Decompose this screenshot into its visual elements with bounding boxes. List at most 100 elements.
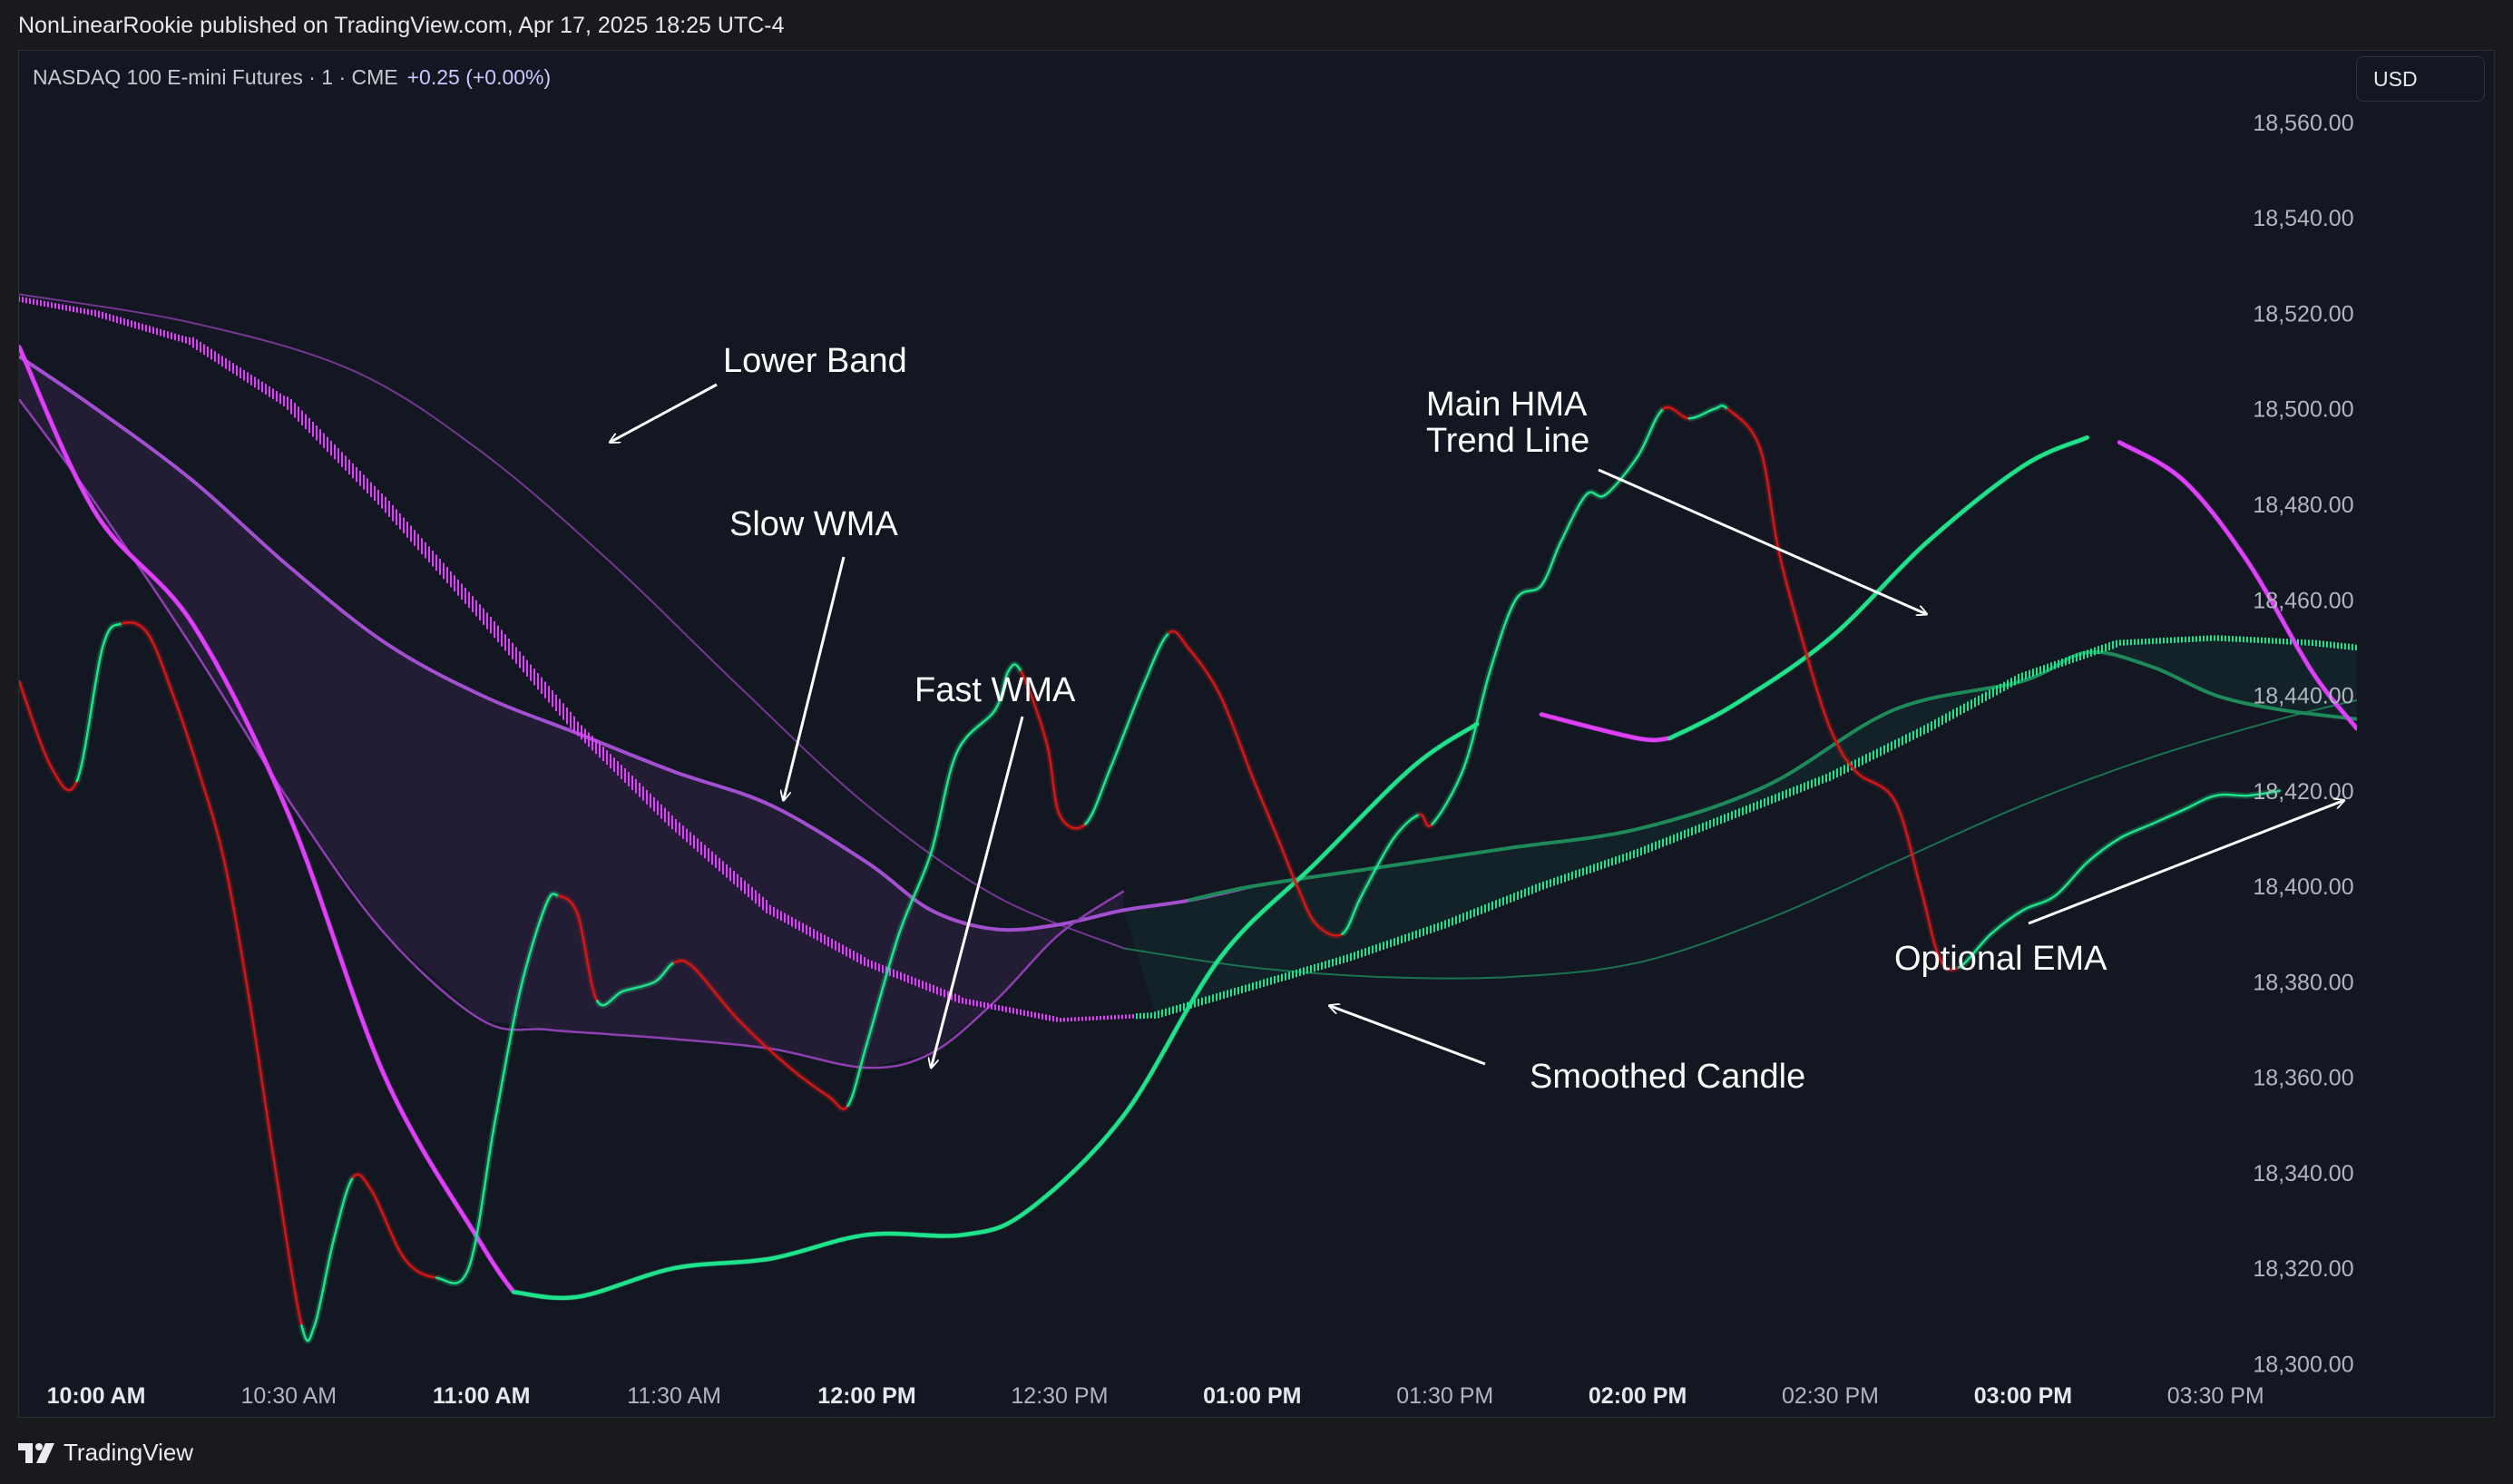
hma-trend-line: [511, 721, 1480, 1301]
price-axis-label: 18,400.00: [2253, 874, 2353, 900]
annotation-arrow: [2028, 800, 2344, 925]
publisher-text: NonLinearRookie published on TradingView…: [18, 13, 785, 38]
annotation-label: Fast WMA: [914, 671, 1076, 709]
price-axis-label: 18,440.00: [2253, 684, 2353, 709]
price-ema-segment: [1540, 541, 1562, 587]
time-axis[interactable]: 10:00 AM 10:30 AM 11:00 AM 11:30 AM 12:00 PM…: [47, 1383, 2264, 1409]
price-ema-segment: [1007, 663, 1022, 673]
price-ema-segment: [1938, 956, 1961, 971]
price-ema-segment: [435, 1266, 470, 1284]
time-axis-label: 11:30 AM: [627, 1383, 721, 1409]
currency-button[interactable]: USD: [2356, 56, 2485, 102]
price-ema-segment: [2054, 861, 2088, 897]
annotation-line: Trend Line: [1426, 422, 1589, 460]
annotation-label: Optional EMA: [1894, 940, 2107, 978]
time-axis-label: 02:30 PM: [1782, 1383, 1879, 1409]
price-axis[interactable]: 18,560.00 18,540.00 18,520.00 18,500.00 18,4…: [2253, 111, 2353, 1378]
price-ema-segment: [197, 770, 226, 864]
price-ema-segment: [249, 1004, 278, 1175]
price-ema-segment: [1045, 741, 1061, 816]
price-ema-segment: [1058, 813, 1087, 830]
symbol-title[interactable]: NASDAQ 100 E-mini Futures · 1 · CME +0.25…: [33, 65, 551, 90]
price-ema-segment: [1829, 727, 1858, 773]
price-ema-segment: [1083, 766, 1112, 825]
price-ema-glow: [1725, 405, 1763, 449]
smoothed-candle-ribbon: [19, 296, 2357, 1022]
annotation-line: Slow WMA: [729, 505, 898, 543]
price-ema-segment: [1218, 694, 1254, 778]
hma-trend-line: [1539, 712, 1672, 743]
price-axis-label: 18,340.00: [2253, 1161, 2353, 1186]
time-axis-label: 12:00 PM: [817, 1383, 915, 1409]
price-ema-segment: [1585, 491, 1607, 498]
price-ema-segment: [332, 1176, 355, 1241]
price-ema-segment: [1919, 884, 1941, 960]
tradingview-logo[interactable]: TradingView: [18, 1436, 193, 1469]
price-ema-segment: [930, 751, 958, 854]
slow-wma-line-bull: [1188, 649, 2357, 903]
price-ema-segment: [223, 861, 252, 1007]
hma-trend-line: [19, 345, 516, 1294]
price-ema-segment: [1687, 407, 1716, 420]
time-axis-label: 11:00 AM: [433, 1383, 530, 1409]
trend-band-fill: [1123, 638, 2357, 1016]
time-axis-label: 10:00 AM: [47, 1383, 146, 1409]
price-ema-segment: [621, 981, 657, 993]
price-ema-segment: [1020, 669, 1048, 745]
price-ema-segment: [313, 1238, 336, 1327]
price-ema-segment: [1168, 630, 1189, 649]
price-ema-segment: [897, 851, 933, 935]
price-axis-label: 18,380.00: [2253, 970, 2353, 995]
fast-wma-line: [19, 398, 1125, 1069]
price-ema-segment: [2021, 894, 2057, 912]
price-ema-segment: [101, 622, 123, 649]
price-ema-segment: [1392, 813, 1421, 840]
price-ema-segment: [544, 893, 560, 907]
time-axis-label: 02:00 PM: [1589, 1383, 1687, 1409]
footer-bar: [0, 1418, 2513, 1484]
price-ema-segment: [1854, 770, 1896, 802]
price-ema-glow: [401, 1256, 437, 1282]
price-ema-segment: [788, 1066, 830, 1098]
price-ema-segment: [2086, 837, 2121, 864]
price-ema-segment: [557, 894, 580, 916]
price-ema-segment: [2150, 808, 2185, 825]
price-axis-label: 18,360.00: [2253, 1066, 2353, 1091]
price-ema-segment: [1488, 599, 1517, 673]
price-ema-segment: [2182, 794, 2217, 812]
wma-band-fill: [19, 356, 1124, 1069]
symbol-name: NASDAQ 100 E-mini Futures · 1 · CME: [33, 65, 398, 89]
time-axis-label: 12:30 PM: [1011, 1383, 1108, 1409]
plot-area: [19, 293, 2357, 1344]
hma-glow: [1668, 434, 2088, 741]
price-ema-segment: [467, 1123, 496, 1270]
slow-wma-line: [19, 355, 1253, 932]
price-ema-segment: [1141, 631, 1170, 688]
price-ema-segment: [1990, 909, 2025, 935]
price-ema-segment: [1803, 646, 1832, 730]
price-ema-segment: [1418, 813, 1433, 827]
price-ema-segment: [75, 646, 104, 783]
price-axis-label: 18,540.00: [2253, 206, 2353, 231]
price-ema-segment: [1777, 551, 1806, 649]
price-ema-segment: [1514, 584, 1543, 601]
price-ema-segment: [1360, 837, 1395, 897]
price-axis-label: 18,560.00: [2253, 111, 2353, 136]
price-axis-label: 18,500.00: [2253, 397, 2353, 423]
annotation-label: Main HMA Trend Line: [1426, 386, 1589, 460]
price-ema-segment: [121, 620, 149, 635]
time-axis-label: 01:00 PM: [1203, 1383, 1301, 1409]
chart-pane[interactable]: [18, 50, 2495, 1418]
price-ema-segment: [993, 669, 1010, 711]
price-ema-segment: [1713, 404, 1729, 410]
price-ema-segment: [2246, 789, 2282, 797]
lower-band-line: [19, 293, 1125, 950]
price-ema-segment: [672, 959, 695, 969]
price-axis-label: 18,520.00: [2253, 302, 2353, 327]
annotation-arrow: [784, 556, 846, 800]
price-ema-segment: [1559, 493, 1588, 544]
price-ema-segment: [1276, 837, 1299, 888]
price-ema-segment: [1251, 775, 1279, 840]
annotation-arrow: [1329, 1006, 1486, 1066]
